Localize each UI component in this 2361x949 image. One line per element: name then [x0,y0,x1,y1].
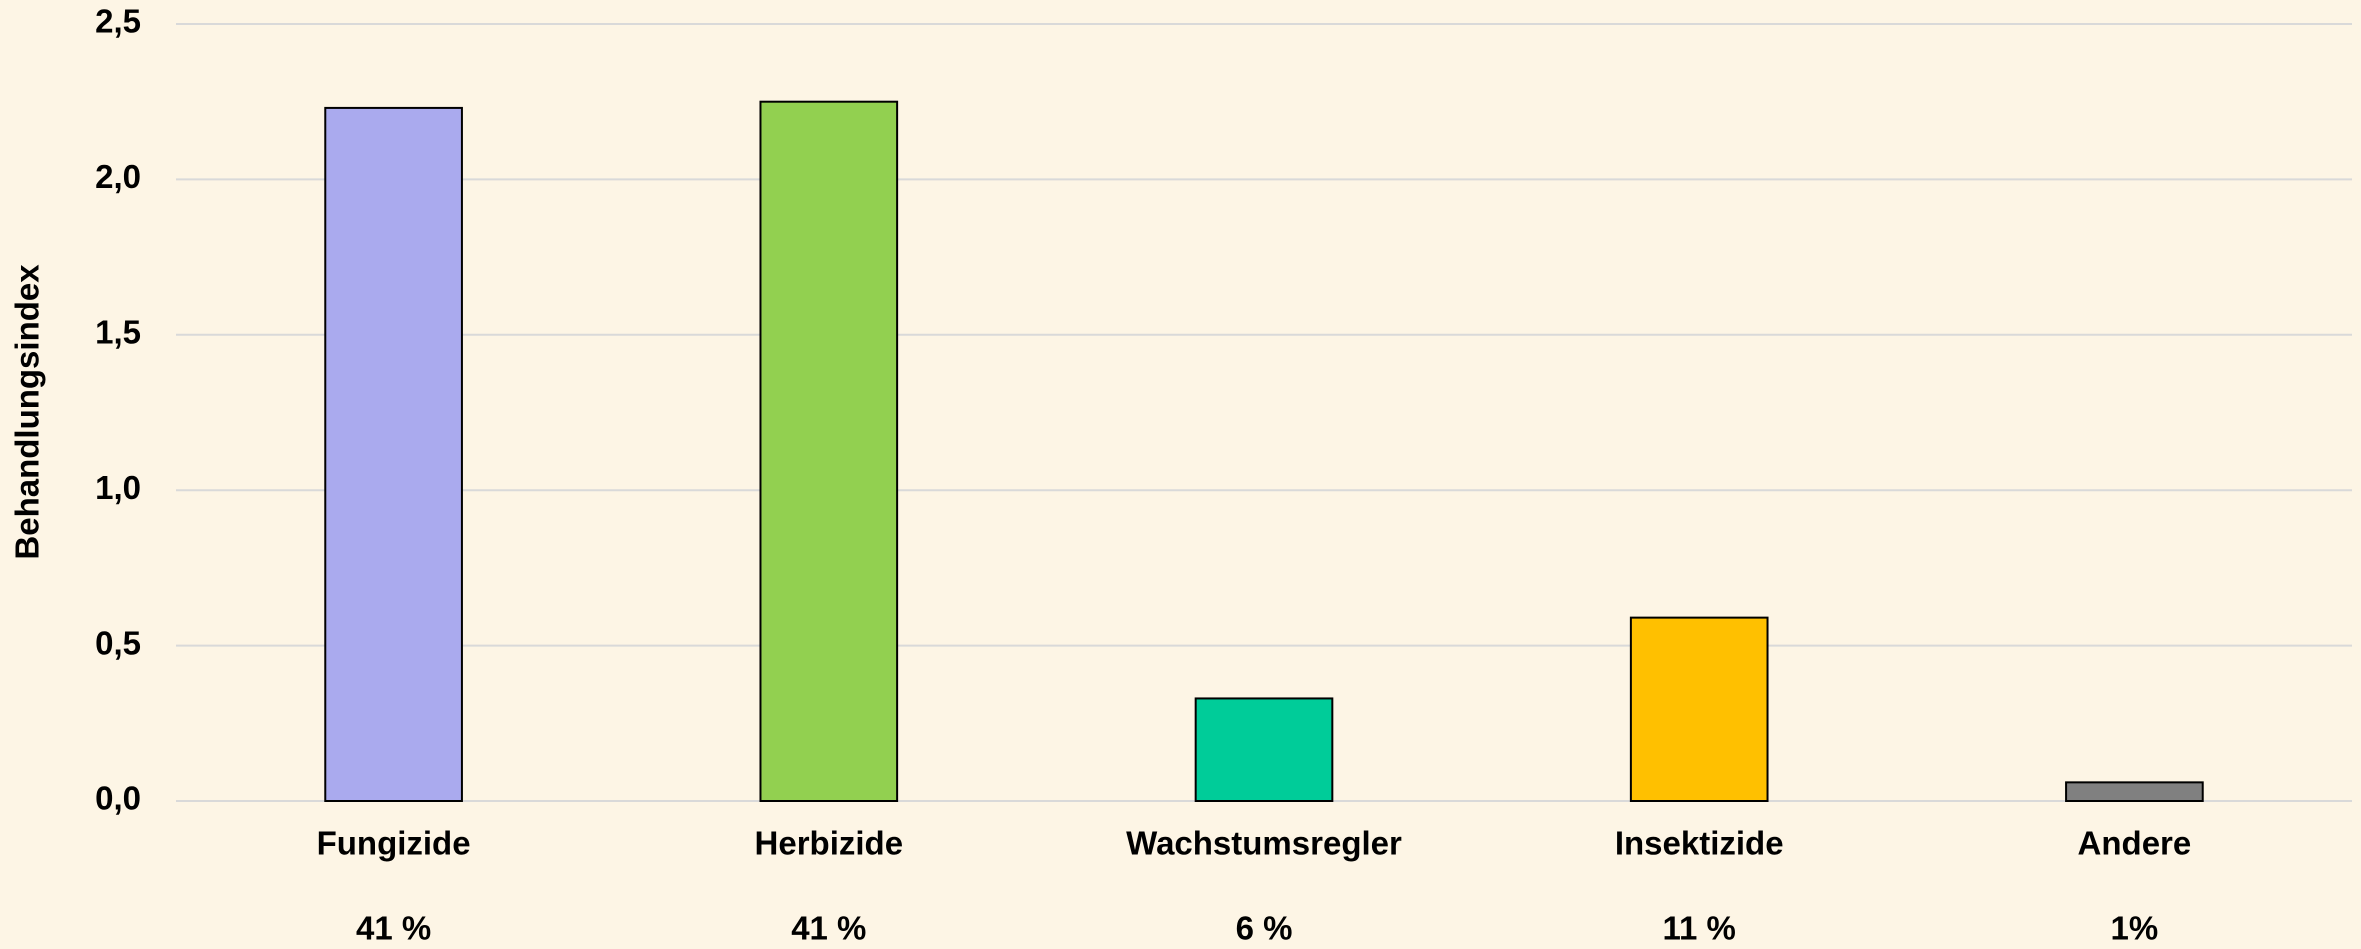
y-tick-label: 2,5 [95,3,141,40]
bar [1629,616,1769,802]
share-label: 41 % [356,910,431,947]
x-tick-label: Andere [2078,825,2192,862]
bar [1194,697,1334,802]
bar [2065,781,2204,802]
share-label: 11 % [1662,910,1735,947]
y-tick-label: 0,5 [95,624,141,661]
y-tick-label: 2,0 [95,158,141,195]
x-tick-label: Herbizide [755,825,904,862]
share-label: 41 % [791,910,866,947]
y-tick-label: 1,0 [95,469,141,506]
x-tick-label: Wachstumsregler [1126,825,1402,862]
share-label: 1% [2111,910,2159,947]
bar [759,100,899,802]
y-tick-label: 1,5 [95,314,141,351]
y-axis-label: Behandlungsindex [9,264,46,560]
x-tick-label: Insektizide [1615,825,1784,862]
share-label: 6 % [1236,910,1293,947]
bar [324,106,463,802]
x-tick-label: Fungizide [317,825,471,862]
y-tick-label: 0,0 [95,780,141,817]
